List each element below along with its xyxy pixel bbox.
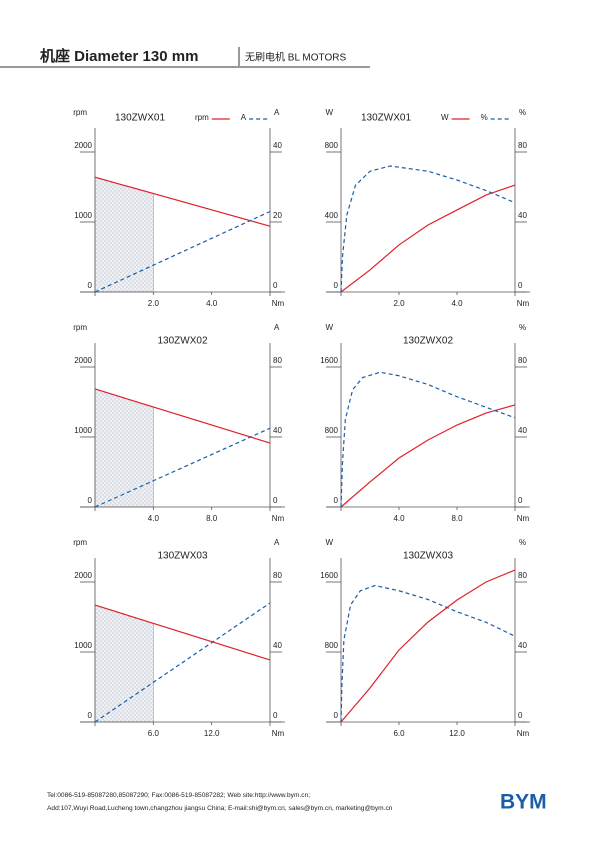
series-line — [340, 584, 516, 723]
series-line — [94, 602, 271, 723]
y-tick-label: 800 — [325, 426, 339, 435]
logo: BYM — [500, 791, 547, 814]
y-tick-label: 1600 — [320, 571, 338, 580]
x-axis-label: Nm — [272, 514, 285, 523]
y-axis-label: rpm — [73, 323, 87, 332]
y-tick-label: 800 — [325, 641, 339, 650]
x-tick-label: 12.0 — [204, 729, 220, 738]
series-line — [94, 388, 271, 444]
x-tick-label: 4.0 — [148, 514, 160, 523]
x-tick-label: 6.0 — [393, 729, 405, 738]
chart-title: 130ZWX02 — [403, 336, 453, 347]
shaded-region — [94, 388, 154, 508]
y2-axis-label: A — [274, 108, 280, 117]
y-tick-label: 400 — [325, 211, 339, 220]
y2-tick-label: 0 — [518, 496, 523, 505]
y2-tick-label: 40 — [518, 211, 527, 220]
y-tick-label: 2000 — [74, 571, 92, 580]
legend-label: W — [441, 113, 449, 122]
y2-tick-label: 80 — [273, 571, 282, 580]
series-line — [94, 427, 271, 508]
y-axis-label: rpm — [73, 108, 87, 117]
y-tick-label: 0 — [88, 281, 93, 290]
y2-tick-label: 40 — [518, 426, 527, 435]
page-subtitle: 无刷电机 BL MOTORS — [245, 51, 346, 64]
legend-label: A — [241, 113, 247, 122]
y2-tick-label: 0 — [518, 281, 523, 290]
y-axis-label: rpm — [73, 538, 87, 547]
y-tick-label: 0 — [334, 281, 339, 290]
y-tick-label: 2000 — [74, 356, 92, 365]
y2-axis-label: A — [274, 538, 280, 547]
y2-tick-label: 40 — [273, 641, 282, 650]
y-tick-label: 0 — [334, 711, 339, 720]
series-line — [340, 165, 516, 293]
x-tick-label: 6.0 — [148, 729, 160, 738]
y-axis-label: W — [325, 323, 333, 332]
x-tick-label: 4.0 — [393, 514, 405, 523]
y-tick-label: 0 — [334, 496, 339, 505]
x-tick-label: 8.0 — [206, 514, 218, 523]
y2-tick-label: 0 — [518, 711, 523, 720]
chart-title: 130ZWX01 — [361, 113, 411, 124]
x-axis-label: Nm — [517, 729, 530, 738]
x-axis-label: Nm — [517, 514, 530, 523]
x-axis-label: Nm — [272, 299, 285, 308]
chart-title: 130ZWX02 — [157, 336, 207, 347]
x-tick-label: 8.0 — [451, 514, 463, 523]
y-tick-label: 1600 — [320, 356, 338, 365]
legend-label: rpm — [195, 113, 209, 122]
x-tick-label: 2.0 — [393, 299, 405, 308]
page-title: 机座 Diameter 130 mm — [40, 47, 198, 65]
y2-tick-label: 40 — [273, 141, 282, 150]
y2-tick-label: 20 — [273, 211, 282, 220]
y2-tick-label: 80 — [518, 571, 527, 580]
x-tick-label: 2.0 — [148, 299, 160, 308]
y2-tick-label: 0 — [273, 711, 278, 720]
shaded-region — [94, 604, 154, 723]
y2-tick-label: 40 — [518, 641, 527, 650]
x-axis-label: Nm — [517, 299, 530, 308]
chart-title: 130ZWX03 — [157, 551, 207, 562]
y-tick-label: 1000 — [74, 211, 92, 220]
y-tick-label: 2000 — [74, 141, 92, 150]
y2-tick-label: 80 — [518, 356, 527, 365]
y2-axis-label: % — [519, 108, 526, 117]
series-line — [340, 404, 516, 508]
series-line — [340, 371, 516, 508]
y2-axis-label: A — [274, 323, 280, 332]
footer-address: Add:107,Wuyi Road,Lucheng town,changzhou… — [47, 805, 393, 812]
series-line — [94, 176, 271, 227]
y2-axis-label: % — [519, 538, 526, 547]
series-line — [340, 184, 516, 293]
y2-tick-label: 80 — [518, 141, 527, 150]
x-tick-label: 4.0 — [451, 299, 463, 308]
y2-axis-label: % — [519, 323, 526, 332]
y2-tick-label: 0 — [273, 496, 278, 505]
y-tick-label: 1000 — [74, 641, 92, 650]
footer-contact: Tel:0086-519-85087280,85087290; Fax:0086… — [47, 792, 310, 799]
y2-tick-label: 0 — [273, 281, 278, 290]
series-line — [340, 569, 516, 723]
x-tick-label: 12.0 — [449, 729, 465, 738]
y-tick-label: 0 — [88, 711, 93, 720]
y-tick-label: 800 — [325, 141, 339, 150]
series-line — [94, 604, 271, 661]
y-tick-label: 0 — [88, 496, 93, 505]
legend-label: % — [481, 113, 488, 122]
x-axis-label: Nm — [272, 729, 285, 738]
shaded-region — [94, 176, 154, 293]
chart-title: 130ZWX01 — [115, 113, 165, 124]
y-axis-label: W — [325, 108, 333, 117]
x-tick-label: 4.0 — [206, 299, 218, 308]
y2-tick-label: 40 — [273, 426, 282, 435]
chart-title: 130ZWX03 — [403, 551, 453, 562]
y-axis-label: W — [325, 538, 333, 547]
y2-tick-label: 80 — [273, 356, 282, 365]
y-tick-label: 1000 — [74, 426, 92, 435]
